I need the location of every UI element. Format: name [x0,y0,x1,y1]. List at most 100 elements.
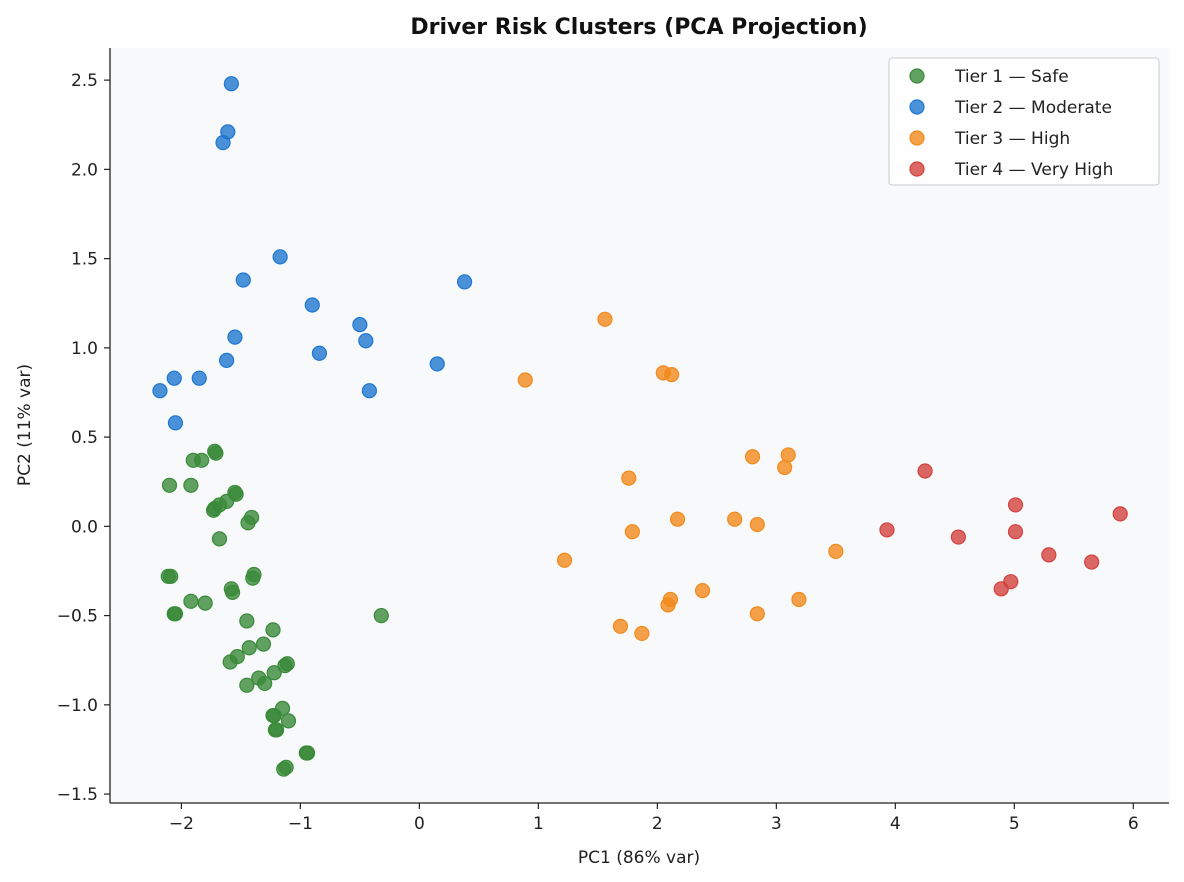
points-layer [152,76,1128,777]
data-point [223,76,239,92]
y-tick-label: −0.5 [57,607,98,627]
x-tick-label: 4 [890,814,901,834]
data-point [166,370,182,386]
legend-marker [909,130,925,146]
y-tick-label: 0.5 [71,428,98,448]
legend-label: Tier 2 — Moderate [954,98,1112,118]
legend: Tier 1 — Safe Tier 2 — Moderate Tier 3 — H… [888,57,1160,186]
data-point [205,502,222,518]
y-axis-title: PC2 (11% var) [15,364,35,486]
legend-label: Tier 1 — Safe [954,67,1069,87]
data-point [266,707,282,724]
data-point [373,607,389,624]
data-point [358,333,374,349]
data-point [211,531,228,547]
series-tier-1 [160,443,389,777]
data-point [266,665,282,681]
data-point [311,345,328,361]
data-point [197,595,213,611]
x-ticks: −2 −1 0 1 2 3 4 5 6 [169,803,1139,834]
data-point [1112,506,1128,522]
data-point [517,372,533,388]
y-tick-label: −1.5 [57,785,98,805]
data-point [950,529,966,545]
data-point [749,606,765,622]
y-tick-label: 0.0 [71,517,98,537]
data-point [219,352,235,368]
legend-marker [909,99,925,115]
x-tick-label: 2 [652,814,663,834]
data-point [1041,547,1057,563]
data-point [241,640,257,656]
y-tick-label: 1.0 [71,339,98,359]
x-tick-label: 3 [771,814,782,834]
data-point [1084,554,1100,570]
chart-title: Driver Risk Clusters (PCA Projection) [410,15,867,40]
data-point [235,272,251,288]
data-point [167,415,184,431]
data-point [361,383,377,399]
data-point [224,584,241,600]
data-point [621,470,637,486]
y-tick-label: 1.5 [71,250,98,270]
data-point [279,656,295,672]
data-point [791,591,807,608]
y-tick-label: 2.5 [71,71,98,91]
series-tier-2 [152,76,473,431]
x-tick-label: 6 [1128,814,1139,834]
data-point [664,367,680,383]
x-tick-label: 1 [533,814,544,834]
data-point [879,522,895,538]
data-point [167,606,184,622]
data-point [304,297,320,313]
data-point [634,625,650,642]
series-tier-3 [517,311,844,642]
data-point [161,477,178,493]
data-point [299,745,316,761]
x-tick-label: −1 [288,814,313,834]
y-tick-label: 2.0 [71,160,98,180]
y-tick-label: −1.0 [57,696,98,716]
data-point [1007,497,1024,513]
data-point [694,583,711,599]
series-tier-4 [879,463,1128,597]
data-point [278,759,294,775]
data-point [917,463,933,479]
data-point [191,370,207,386]
data-point [239,613,255,629]
data-point [208,445,224,461]
legend-items: Tier 1 — Safe Tier 2 — Moderate Tier 3 — H… [909,67,1113,180]
data-point [183,593,199,609]
data-point [993,581,1009,597]
data-point [239,677,255,693]
data-point [152,383,168,399]
y-ticks: −1.5 −1.0 −0.5 0.0 0.5 1.0 1.5 2.0 2.5 [57,71,110,805]
data-point [183,477,199,493]
data-point [194,452,210,468]
data-point [272,249,288,265]
legend-label: Tier 4 — Very High [954,160,1113,180]
x-tick-label: 5 [1009,814,1020,834]
x-tick-label: −2 [169,814,194,834]
data-point [352,317,368,333]
data-point [222,654,238,670]
data-point [828,543,844,559]
data-point [280,713,297,729]
data-point [660,597,676,613]
legend-box [888,57,1160,186]
data-point [268,722,285,738]
data-point [780,447,796,463]
data-point [240,515,256,531]
data-point [749,516,765,533]
data-point [669,511,686,527]
data-point [456,274,473,290]
data-point [255,636,272,652]
data-point [265,622,281,638]
data-point [215,134,231,151]
data-point [777,459,793,476]
data-point [245,570,261,586]
data-point [624,524,640,540]
data-point [727,511,743,527]
legend-marker [909,161,925,177]
